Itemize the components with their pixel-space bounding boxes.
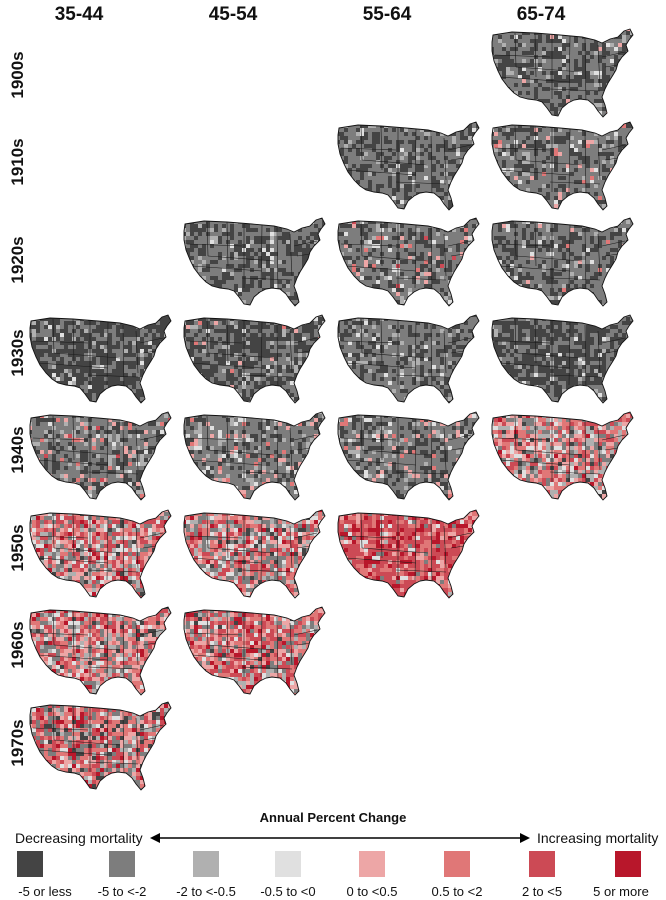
legend-label-2: -2 to <-0.5 [176,884,236,899]
column-header-35-44: 35-44 [54,4,104,25]
row-header-1910s: 1910s [8,138,27,186]
map-1920s-45-54 [182,216,332,311]
map-1930s-65-74 [490,313,640,408]
legend-label-5: 0.5 to <2 [431,884,483,899]
map-1940s-35-44 [28,410,178,505]
column-header-45-54: 45-54 [208,4,258,25]
map-1940s-45-54 [182,410,332,505]
legend-swatch-5 [444,851,470,877]
legend-title: Annual Percent Change [259,810,407,825]
map-1950s-55-64 [336,508,486,603]
column-header-65-74: 65-74 [516,4,566,25]
map-1940s-65-74 [490,410,640,505]
legend-label-7: 5 or more [593,884,649,899]
legend-swatch-1 [109,851,135,877]
legend-arrow [150,833,530,843]
legend-swatch-3 [275,851,301,877]
map-1900s-65-74 [490,27,640,122]
map-1950s-35-44 [28,508,178,603]
map-1930s-55-64 [336,313,486,408]
map-1910s-55-64 [336,120,486,215]
map-1960s-45-54 [182,605,332,700]
map-1940s-55-64 [336,410,486,505]
map-1920s-65-74 [490,216,640,311]
map-1910s-65-74 [490,120,640,215]
row-header-1930s: 1930s [8,329,27,377]
map-1950s-45-54 [182,508,332,603]
legend-swatch-4 [359,851,385,877]
row-header-1920s: 1920s [8,236,27,284]
row-header-1970s: 1970s [8,719,27,767]
legend-swatch-7 [615,851,641,877]
legend-label-0: -5 or less [18,884,72,899]
legend-swatch-6 [529,851,555,877]
legend-swatch-0 [17,851,43,877]
map-1920s-55-64 [336,216,486,311]
legend-label-6: 2 to <5 [521,884,563,899]
column-header-55-64: 55-64 [362,4,412,25]
map-1930s-45-54 [182,313,332,408]
map-1960s-35-44 [28,605,178,700]
map-1930s-35-44 [28,313,178,408]
row-header-1900s: 1900s [8,51,27,99]
legend-right-label: Increasing mortality [537,830,659,846]
row-header-1950s: 1950s [8,524,27,572]
legend-swatch-2 [193,851,219,877]
legend-label-1: -5 to <-2 [97,884,147,899]
legend-label-3: -0.5 to <0 [260,884,316,899]
legend-left-label: Decreasing mortality [15,830,143,846]
legend-label-4: 0 to <0.5 [346,884,398,899]
row-header-1960s: 1960s [8,621,27,669]
row-header-1940s: 1940s [8,426,27,474]
map-1970s-35-44 [28,700,178,795]
